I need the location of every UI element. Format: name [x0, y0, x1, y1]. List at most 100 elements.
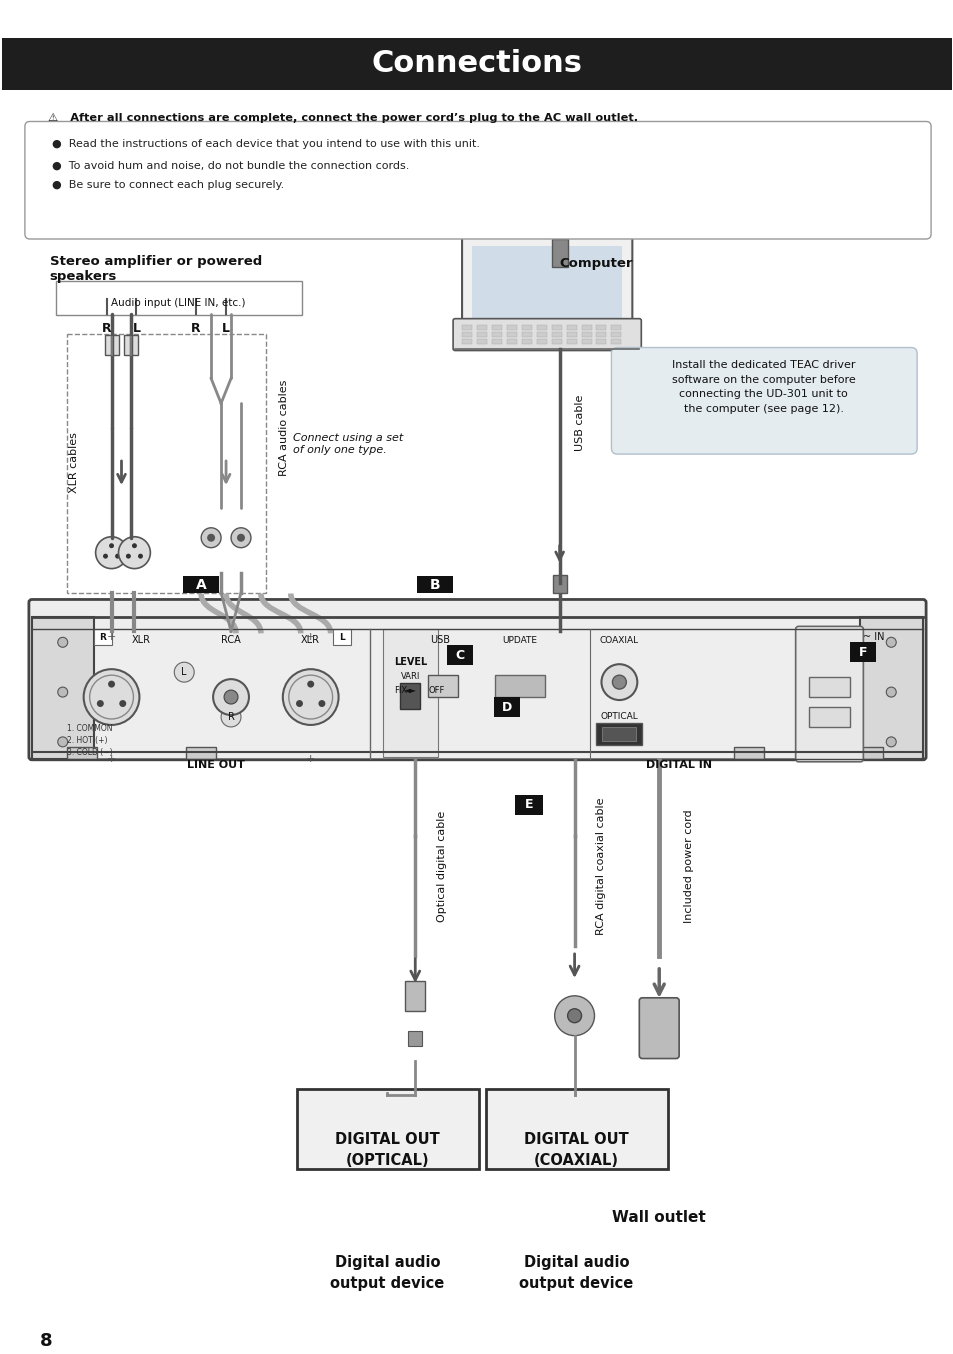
Bar: [408, 1030, 422, 1045]
Circle shape: [318, 700, 325, 707]
Bar: [461, 332, 472, 337]
Text: Wall outlet: Wall outlet: [612, 1210, 705, 1225]
FancyBboxPatch shape: [551, 240, 567, 267]
Text: DIGITAL OUT
(COAXIAL): DIGITAL OUT (COAXIAL): [523, 1132, 628, 1169]
Bar: [506, 332, 517, 337]
Bar: [596, 332, 606, 337]
Bar: [581, 332, 591, 337]
Text: R: R: [228, 712, 234, 722]
Bar: [495, 676, 544, 697]
Bar: [461, 325, 472, 329]
Bar: [853, 747, 882, 758]
Bar: [67, 747, 96, 758]
Text: +: +: [107, 754, 116, 764]
Circle shape: [126, 554, 131, 559]
Circle shape: [58, 737, 68, 747]
Text: L: L: [338, 632, 344, 642]
FancyBboxPatch shape: [552, 574, 566, 593]
Bar: [93, 630, 112, 646]
Circle shape: [108, 681, 115, 688]
Text: +: +: [306, 754, 315, 764]
Text: Stereo amplifier or powered
speakers: Stereo amplifier or powered speakers: [50, 255, 262, 283]
Bar: [31, 617, 93, 758]
Bar: [515, 795, 542, 815]
Text: USB cable: USB cable: [574, 395, 584, 451]
Text: L: L: [222, 322, 230, 334]
Bar: [537, 338, 546, 344]
Circle shape: [118, 536, 151, 569]
Bar: [860, 617, 923, 758]
Text: Digital audio
output device: Digital audio output device: [519, 1255, 633, 1292]
Text: DIGITAL IN: DIGITAL IN: [645, 760, 711, 770]
Bar: [492, 338, 501, 344]
Text: R: R: [102, 322, 112, 334]
Bar: [611, 332, 620, 337]
Text: Connections: Connections: [371, 49, 582, 79]
Text: Digital audio
output device: Digital audio output device: [330, 1255, 444, 1292]
Text: Install the dedicated TEAC driver
software on the computer before
connecting the: Install the dedicated TEAC driver softwa…: [671, 360, 855, 414]
Text: FIX: FIX: [394, 685, 407, 695]
Bar: [611, 325, 620, 329]
Bar: [416, 575, 453, 593]
Text: OPTICAL: OPTICAL: [599, 712, 638, 722]
Circle shape: [115, 554, 120, 559]
FancyBboxPatch shape: [485, 1090, 667, 1169]
Circle shape: [885, 737, 895, 747]
Text: LEVEL: LEVEL: [394, 657, 426, 668]
Circle shape: [554, 995, 594, 1036]
Circle shape: [97, 700, 104, 707]
Text: D: D: [501, 700, 512, 714]
Text: C: C: [455, 649, 464, 662]
Text: VARI: VARI: [400, 672, 419, 681]
FancyBboxPatch shape: [105, 334, 118, 355]
Text: Optical digital cable: Optical digital cable: [436, 811, 447, 922]
Circle shape: [307, 681, 314, 688]
Bar: [596, 723, 641, 745]
Circle shape: [295, 700, 303, 707]
Bar: [551, 332, 561, 337]
Bar: [186, 747, 216, 758]
Text: R: R: [192, 322, 201, 334]
Bar: [476, 332, 486, 337]
Circle shape: [224, 691, 237, 704]
Text: 8: 8: [40, 1332, 52, 1350]
Circle shape: [132, 543, 137, 548]
Text: Computer: Computer: [559, 257, 633, 269]
Bar: [808, 707, 849, 727]
Circle shape: [84, 669, 139, 724]
Text: COAXIAL: COAXIAL: [599, 636, 639, 645]
Circle shape: [58, 638, 68, 647]
Bar: [2, 38, 951, 89]
Text: ◄►: ◄►: [403, 685, 416, 695]
Circle shape: [109, 543, 114, 548]
Text: L: L: [132, 322, 140, 334]
Text: B: B: [430, 578, 440, 592]
Text: ~ IN: ~ IN: [862, 632, 883, 642]
Circle shape: [236, 533, 245, 542]
Text: Included power cord: Included power cord: [683, 810, 694, 923]
Circle shape: [95, 536, 128, 569]
Text: 1. COMMON
2. HOT (+)
3. COLD (−): 1. COMMON 2. HOT (+) 3. COLD (−): [67, 724, 112, 757]
Text: ●  To avoid hum and noise, do not bundle the connection cords.: ● To avoid hum and noise, do not bundle …: [51, 160, 409, 171]
Bar: [551, 325, 561, 329]
Text: DIGITAL OUT
(OPTICAL): DIGITAL OUT (OPTICAL): [335, 1132, 439, 1169]
Bar: [566, 325, 576, 329]
Bar: [506, 338, 517, 344]
FancyBboxPatch shape: [55, 280, 301, 314]
Text: RCA: RCA: [221, 635, 241, 646]
FancyBboxPatch shape: [25, 122, 930, 240]
Bar: [400, 684, 420, 709]
Bar: [492, 325, 501, 329]
Bar: [596, 338, 606, 344]
Bar: [472, 246, 621, 333]
Bar: [566, 332, 576, 337]
Bar: [849, 642, 876, 662]
Text: USB: USB: [430, 635, 450, 646]
Bar: [333, 630, 350, 646]
Bar: [596, 325, 606, 329]
FancyBboxPatch shape: [461, 236, 632, 341]
Circle shape: [885, 638, 895, 647]
Text: L: L: [181, 668, 187, 677]
Bar: [521, 332, 531, 337]
Circle shape: [174, 662, 194, 682]
